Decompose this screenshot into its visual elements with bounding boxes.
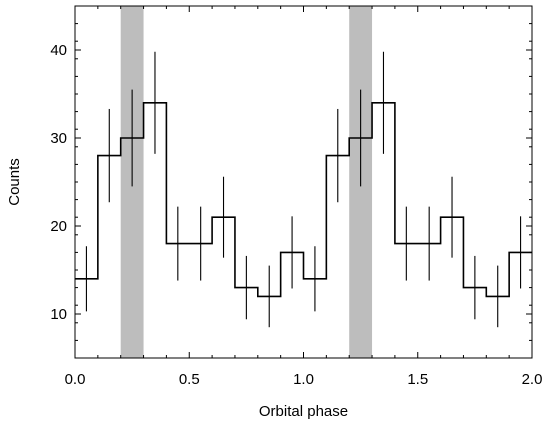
x-tick-label: 0.0 [65,371,86,388]
x-tick-label: 1.0 [293,371,314,388]
error-bars [85,51,522,328]
x-tick-label: 2.0 [522,371,543,388]
y-axis-title: Counts [6,158,23,206]
y-tick-label: 10 [50,306,67,323]
y-tick-label: 20 [50,218,67,235]
x-axis-title: Orbital phase [259,403,348,420]
plot-frame [74,5,533,359]
step-series-line [75,102,532,298]
x-tick-label: 1.5 [407,371,428,388]
y-tick-label: 30 [50,130,67,147]
x-tick-label: 0.5 [179,371,200,388]
y-tick-label: 40 [50,42,67,59]
